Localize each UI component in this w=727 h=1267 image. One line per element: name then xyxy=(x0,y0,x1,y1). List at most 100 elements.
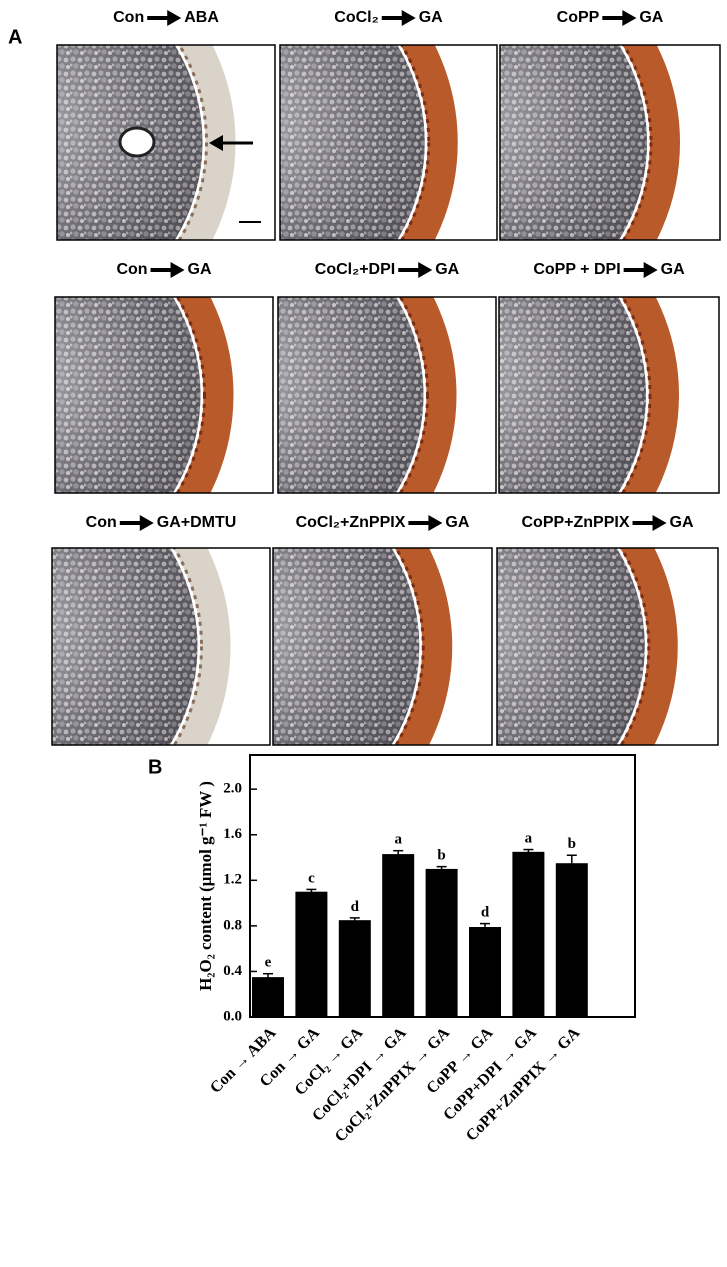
micrograph xyxy=(280,45,497,240)
caption-right: GA xyxy=(188,261,212,278)
caption-arrow-head xyxy=(418,262,433,278)
pointer-head xyxy=(209,135,223,151)
y-tick-label: 0.0 xyxy=(223,1008,242,1024)
tissue-shading xyxy=(278,297,424,493)
image-frame xyxy=(499,44,721,241)
panel-caption: CoCl₂+ZnPPIX GA xyxy=(296,514,470,531)
tissue-rim-inner xyxy=(394,548,425,745)
tissue-shading xyxy=(497,548,645,745)
tissue-rim xyxy=(394,548,453,745)
caption-arrow-head xyxy=(428,515,443,531)
caption-left: Con xyxy=(86,514,117,531)
significance-letter: e xyxy=(265,955,272,971)
bar xyxy=(469,927,501,1017)
image-frame xyxy=(279,44,498,241)
caption-right: GA xyxy=(435,261,459,278)
panel-caption: Con GA+DMTU xyxy=(86,514,237,531)
caption-left: CoCl₂+ZnPPIX xyxy=(296,514,406,531)
micrograph xyxy=(273,548,492,745)
caption-left: CoPP+ZnPPIX xyxy=(521,514,629,531)
caption-arrow-head xyxy=(401,10,416,26)
image-frame xyxy=(496,547,719,746)
micrograph xyxy=(52,548,270,745)
significance-letter: d xyxy=(351,899,360,915)
tissue-rim-inner xyxy=(398,297,429,493)
bar xyxy=(295,891,328,1017)
significance-letter: c xyxy=(308,870,315,886)
caption-arrow-head xyxy=(170,262,185,278)
panel-caption: CoPP+ZnPPIX GA xyxy=(521,514,693,531)
bar xyxy=(425,868,458,1017)
bar xyxy=(512,851,545,1017)
image-frame xyxy=(56,44,276,241)
y-tick-label: 2.0 xyxy=(223,781,242,797)
tissue-rim xyxy=(173,548,231,745)
tissue-rim-inner xyxy=(620,297,652,493)
panel-caption: CoCl₂+DPI GA xyxy=(315,261,460,278)
tissue-shading xyxy=(280,45,425,240)
tissue-shading xyxy=(500,45,647,240)
caption-left: CoPP xyxy=(557,9,600,26)
micrograph xyxy=(55,297,273,493)
caption-left: CoCl₂ xyxy=(334,9,378,26)
y-tick-label: 0.4 xyxy=(223,963,242,979)
panel-caption: Con GA xyxy=(116,261,212,278)
vacuole xyxy=(118,126,156,158)
panel-caption: CoPP GA xyxy=(557,9,664,26)
micrograph xyxy=(57,45,275,240)
tissue-rim xyxy=(622,45,680,240)
micrograph xyxy=(497,548,718,745)
tissue-shading xyxy=(499,297,646,493)
tissue-shading xyxy=(52,548,198,745)
panel-caption: CoPP + DPI GA xyxy=(533,261,685,278)
caption-arrow-head xyxy=(622,10,637,26)
caption-left: Con xyxy=(116,261,147,278)
caption-right: GA xyxy=(445,514,469,531)
micrograph xyxy=(278,297,496,493)
tissue-rim-inner xyxy=(619,548,651,745)
caption-right: GA xyxy=(670,514,694,531)
tissue-rim-inner xyxy=(399,45,431,240)
significance-letter: b xyxy=(437,848,445,864)
micrograph xyxy=(500,45,720,240)
tissue-rim-inner xyxy=(172,548,203,745)
panel-label: A xyxy=(8,26,22,48)
tissue-rim-inner xyxy=(177,45,208,240)
caption-left: Con xyxy=(113,9,144,26)
caption-right: GA+DMTU xyxy=(157,514,237,531)
tissue-rim xyxy=(399,297,457,493)
image-frame xyxy=(498,296,720,494)
y-tick-label: 1.6 xyxy=(223,826,242,842)
tissue-rim xyxy=(400,45,458,240)
tissue-rim xyxy=(620,548,678,745)
caption-arrow-head xyxy=(167,10,182,26)
bar xyxy=(252,977,284,1017)
tissue-shading xyxy=(273,548,420,745)
caption-left: CoCl₂+DPI xyxy=(315,261,395,278)
tissue-rim-inner xyxy=(621,45,653,240)
image-frame xyxy=(277,296,497,494)
micrograph xyxy=(499,297,719,493)
bar xyxy=(338,920,371,1017)
significance-letter: a xyxy=(394,832,402,848)
panel-caption: CoCl₂ GA xyxy=(334,9,443,26)
image-frame xyxy=(51,547,271,746)
caption-right: GA xyxy=(661,261,685,278)
panel-label: B xyxy=(148,756,162,778)
bar xyxy=(555,863,588,1017)
y-tick-label: 0.8 xyxy=(223,917,242,933)
image-frame xyxy=(54,296,274,494)
significance-letter: a xyxy=(525,831,533,847)
caption-right: GA xyxy=(419,9,443,26)
caption-arrow-head xyxy=(139,515,154,531)
significance-letter: b xyxy=(568,836,576,852)
y-tick-label: 1.2 xyxy=(223,872,242,888)
caption-left: CoPP + DPI xyxy=(533,261,620,278)
tissue-rim xyxy=(176,297,234,493)
tissue-shading xyxy=(55,297,201,493)
image-frame xyxy=(272,547,493,746)
caption-arrow-head xyxy=(652,515,667,531)
significance-letter: d xyxy=(481,905,490,921)
panel-caption: Con ABA xyxy=(113,9,219,26)
